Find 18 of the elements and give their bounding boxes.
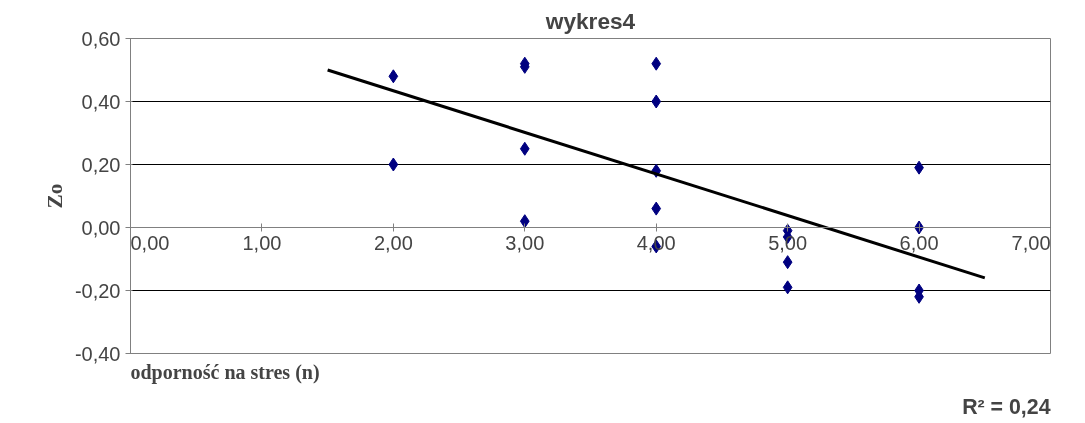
x-tick-label: 1,00 bbox=[242, 231, 282, 254]
x-tick-label: 0,00 bbox=[130, 231, 170, 254]
chart-title: wykres4 bbox=[544, 7, 636, 34]
y-tick-label: 0,40 bbox=[81, 90, 121, 113]
x-tick-label: 5,00 bbox=[768, 231, 808, 254]
y-tick-label: -0,20 bbox=[74, 279, 121, 302]
x-axis-title: odporność na stres (n) bbox=[130, 360, 320, 384]
x-tick-label: 7,00 bbox=[1011, 231, 1051, 254]
y-tick-label: 0,00 bbox=[81, 216, 121, 239]
y-tick-label: 0,60 bbox=[81, 27, 121, 50]
text: R² = 0,24 bbox=[962, 394, 1051, 419]
y-axis-title: Zo bbox=[42, 183, 67, 209]
x-tick-label: 2,00 bbox=[373, 231, 413, 254]
x-tick-label: 3,00 bbox=[505, 231, 545, 254]
y-tick-label: -0,40 bbox=[74, 342, 121, 365]
y-tick-label: 0,20 bbox=[81, 153, 121, 176]
x-tick-label: 6,00 bbox=[899, 231, 939, 254]
x-tick-label: 4,00 bbox=[636, 231, 676, 254]
